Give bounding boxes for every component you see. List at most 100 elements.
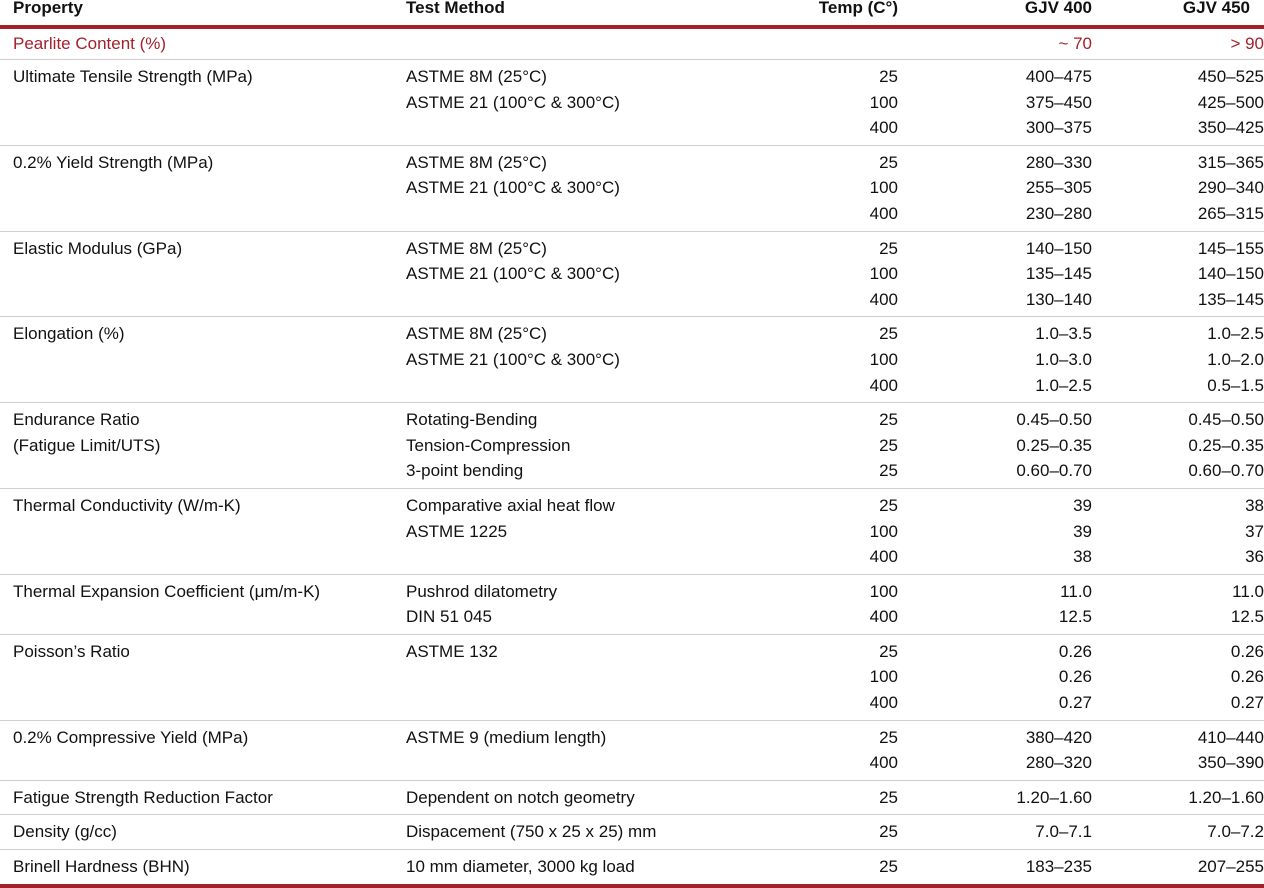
temp-cell: 25 100 400 — [786, 317, 898, 403]
temp-cell: 25 100 400 — [786, 145, 898, 231]
property-cell-line: Elastic Modulus (GPa) — [13, 238, 183, 258]
gjv400-cell-line: 183–235 — [1025, 857, 1092, 877]
property-cell-line: Elongation (%) — [13, 324, 125, 344]
temp-cell-line: 100 — [869, 92, 898, 112]
gjv400-cell-line: 0.25–0.35 — [1016, 435, 1092, 455]
gjv450-cell: 315–365 290–340 265–315 — [1092, 145, 1264, 231]
test-method-cell-line: 3-point bending — [406, 461, 524, 481]
property-cell-line: Thermal Expansion Coefficient (μm/m-K) — [13, 581, 321, 601]
test-method-cell-line: ASTME 9 (medium length) — [406, 727, 607, 747]
temp-cell: 25 100 400 — [786, 488, 898, 574]
test-method-cell-line: Rotating-Bending — [406, 410, 538, 430]
gjv450-cell-line: 1.0–2.5 — [1207, 324, 1264, 344]
property-cell-line: Endurance Ratio — [13, 410, 140, 430]
property-cell-line: 0.2% Compressive Yield (MPa) — [13, 727, 249, 747]
gjv400-cell: 0.26 0.26 0.27 — [898, 634, 1092, 720]
property-cell-line: Poisson’s Ratio — [13, 641, 130, 661]
table-row: Elongation (%) ASTME 8M (25°C) ASTME 21 (1… — [0, 317, 1264, 403]
temp-cell: 25 100 400 — [786, 634, 898, 720]
gjv450-cell-line: 290–340 — [1197, 178, 1264, 198]
gjv400-cell-line: 375–450 — [1025, 92, 1092, 112]
temp-cell-line: 400 — [869, 547, 898, 567]
temp-cell-line: 100 — [869, 264, 898, 284]
gjv450-cell-line: 36 — [1245, 547, 1264, 567]
gjv450-cell-line: 11.0 — [1232, 581, 1264, 601]
test-method-cell-line: ASTME 8M (25°C) — [406, 238, 547, 258]
gjv400-cell: 400–475 375–450 300–375 — [898, 60, 1092, 146]
gjv450-cell-line: 140–150 — [1197, 264, 1264, 284]
gjv450-cell: 0.45–0.50 0.25–0.35 0.60–0.70 — [1092, 403, 1264, 489]
gjv450-cell-line: 0.5–1.5 — [1207, 375, 1264, 395]
header-property: Property — [13, 0, 83, 17]
test-method-cell-line: Pushrod dilatometry — [406, 581, 558, 601]
temp-cell-line: 25 — [879, 787, 898, 807]
pearlite-label: Pearlite Content (%) — [13, 34, 167, 53]
gjv450-cell: 1.0–2.5 1.0–2.0 0.5–1.5 — [1092, 317, 1264, 403]
test-method-cell-line: DIN 51 045 — [406, 607, 492, 627]
header-gjv400: GJV 400 — [1024, 0, 1092, 17]
property-cell: Endurance Ratio (Fatigue Limit/UTS) — [0, 403, 393, 489]
test-method-cell-line: Comparative axial heat flow — [406, 495, 615, 515]
gjv450-cell: 11.0 12.5 — [1092, 574, 1264, 634]
gjv450-cell-line: 315–365 — [1197, 152, 1264, 172]
table-row: Thermal Expansion Coefficient (μm/m-K) Pu… — [0, 574, 1264, 635]
gjv400-cell-line: 11.0 — [1060, 581, 1092, 601]
temp-cell-line: 25 — [879, 324, 898, 344]
gjv450-cell: 38 37 36 — [1092, 488, 1264, 574]
gjv450-cell: 7.0–7.2 — [1092, 815, 1264, 850]
table-row: Endurance Ratio (Fatigue Limit/UTS) Rotati… — [0, 403, 1264, 489]
temp-cell: 25 400 — [786, 720, 898, 780]
test-method-cell: Pushrod dilatometry DIN 51 045 — [393, 574, 786, 634]
gjv400-cell: 280–330 255–305 230–280 — [898, 145, 1092, 231]
gjv400-cell: 39 39 38 — [898, 488, 1092, 574]
table-row: Ultimate Tensile Strength (MPa) ASTME 8M … — [0, 60, 1264, 146]
table-row: Poisson’s Ratio ASTME 132 25 100 400 0.26 0.26… — [0, 634, 1264, 721]
property-cell: Fatigue Strength Reduction Factor — [0, 780, 393, 815]
temp-cell-line: 400 — [869, 607, 898, 627]
temp-cell-line: 25 — [879, 238, 898, 258]
gjv400-cell: 380–420 280–320 — [898, 720, 1092, 780]
property-cell: 0.2% Compressive Yield (MPa) — [0, 720, 393, 780]
temp-cell: 100 400 — [786, 574, 898, 634]
pearlite-gjv400: ~ 70 — [1058, 34, 1092, 53]
gjv450-cell-line: 135–145 — [1197, 289, 1264, 309]
pearlite-row: Pearlite Content (%) ~ 70 > 90 — [0, 27, 1264, 60]
table-row: Thermal Conductivity (W/m-K) Comparative … — [0, 488, 1264, 575]
gjv450-cell-line: 410–440 — [1197, 727, 1264, 747]
gjv450-cell: 145–155 140–150 135–145 — [1092, 231, 1264, 317]
property-cell-line: 0.2% Yield Strength (MPa) — [13, 152, 214, 172]
gjv450-cell-line: 0.25–0.35 — [1188, 435, 1264, 455]
header-temp: Temp (C°) — [818, 0, 898, 17]
test-method-cell: 10 mm diameter, 3000 kg load — [393, 850, 786, 886]
test-method-cell: Dependent on notch geometry — [393, 780, 786, 815]
test-method-cell: Comparative axial heat flow ASTME 1225 — [393, 488, 786, 574]
temp-cell-line: 25 — [879, 495, 898, 515]
property-cell-line: Ultimate Tensile Strength (MPa) — [13, 67, 253, 86]
gjv400-cell-line: 7.0–7.1 — [1035, 822, 1092, 842]
property-cell: Density (g/cc) — [0, 815, 393, 850]
test-method-cell-line: 10 mm diameter, 3000 kg load — [406, 857, 635, 877]
gjv400-cell-line: 0.26 — [1058, 641, 1092, 661]
gjv400-cell-line: 12.5 — [1058, 607, 1092, 627]
property-cell-line: (Fatigue Limit/UTS) — [13, 435, 161, 455]
gjv400-cell: 140–150 135–145 130–140 — [898, 231, 1092, 317]
temp-cell-line: 100 — [869, 178, 898, 198]
header-test-method: Test Method — [406, 0, 505, 17]
test-method-cell: ASTME 9 (medium length) — [393, 720, 786, 780]
gjv400-cell: 11.0 12.5 — [898, 574, 1092, 634]
gjv400-cell-line: 135–145 — [1025, 264, 1092, 284]
test-method-cell-line: ASTME 21 (100°C & 300°C) — [406, 92, 620, 112]
temp-cell-line: 400 — [869, 289, 898, 309]
temp-cell-line: 25 — [879, 461, 898, 481]
gjv450-cell-line: 1.20–1.60 — [1188, 787, 1264, 807]
table-row: Elastic Modulus (GPa) ASTME 8M (25°C) ASTM… — [0, 231, 1264, 317]
test-method-cell-line: Tension-Compression — [406, 435, 571, 455]
gjv450-cell-line: 0.27 — [1230, 693, 1264, 713]
temp-cell-line: 400 — [869, 693, 898, 713]
gjv400-cell-line: 1.0–2.5 — [1035, 375, 1092, 395]
gjv400-cell: 183–235 — [898, 850, 1092, 886]
gjv400-cell-line: 38 — [1073, 547, 1092, 567]
gjv450-cell: 207–255 — [1092, 850, 1264, 886]
gjv450-cell-line: 207–255 — [1197, 857, 1264, 877]
temp-cell: 25 100 400 — [786, 60, 898, 146]
